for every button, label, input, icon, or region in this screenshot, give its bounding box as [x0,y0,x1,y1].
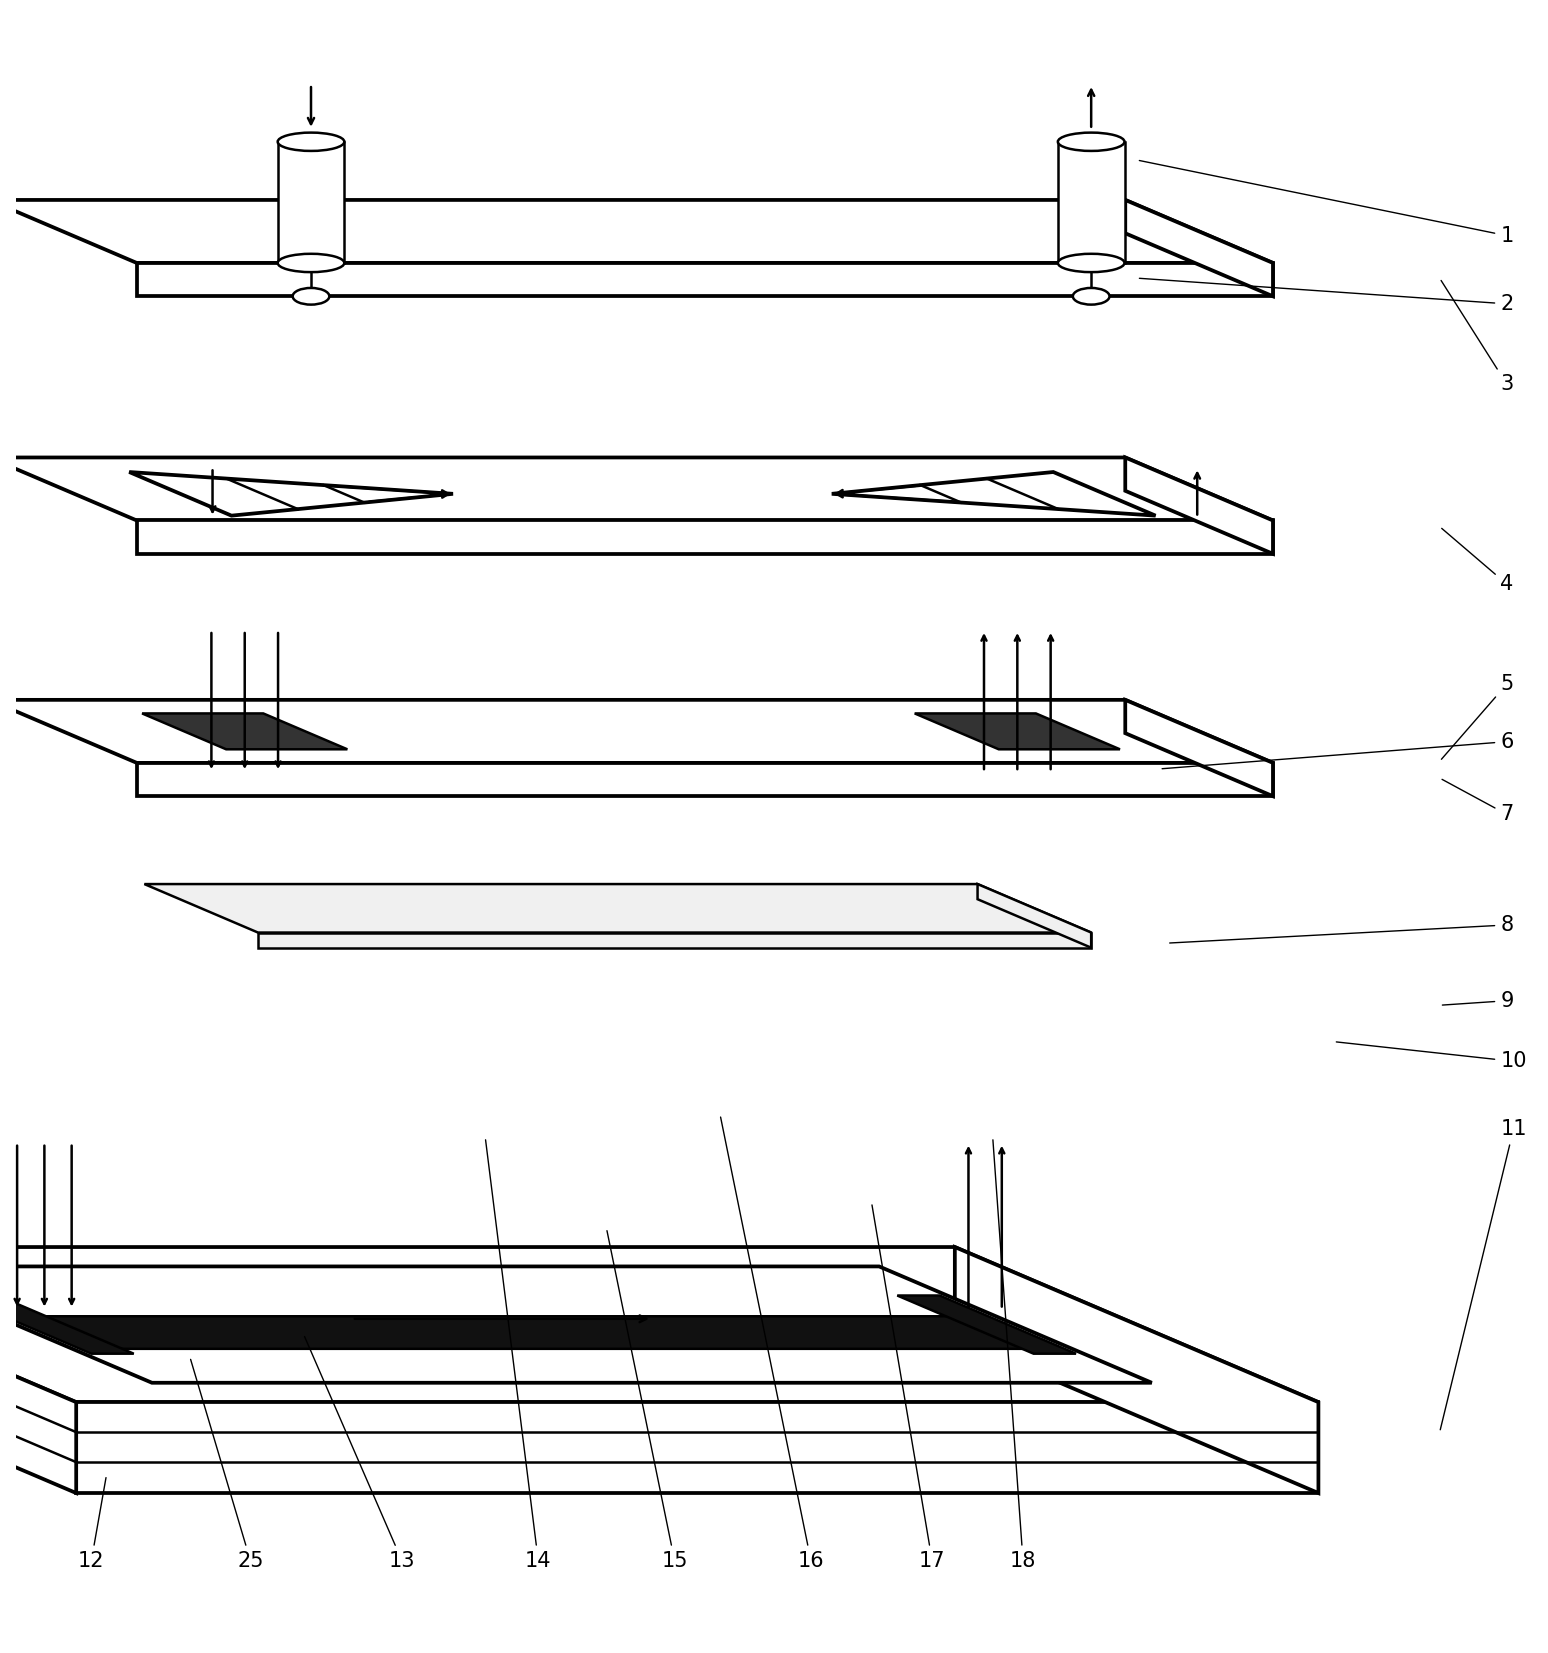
Polygon shape [144,884,1091,932]
Text: 16: 16 [720,1117,824,1570]
Polygon shape [11,1316,1057,1349]
Polygon shape [977,884,1091,947]
Bar [277,142,344,263]
Text: 15: 15 [607,1231,687,1570]
Polygon shape [0,458,1272,521]
Polygon shape [1125,458,1272,554]
Polygon shape [898,1296,1076,1354]
Text: 7: 7 [1443,779,1514,825]
Polygon shape [136,263,1272,296]
Polygon shape [0,1266,1152,1384]
Polygon shape [0,200,1272,263]
Text: 11: 11 [1440,1119,1526,1430]
Ellipse shape [293,288,330,304]
Text: 18: 18 [992,1141,1036,1570]
Polygon shape [136,764,1272,797]
Ellipse shape [277,255,344,273]
Text: 14: 14 [486,1141,551,1570]
Text: 13: 13 [305,1337,415,1570]
Polygon shape [259,932,1091,947]
Polygon shape [128,473,454,516]
Ellipse shape [277,132,344,150]
Ellipse shape [1057,255,1124,273]
Text: 6: 6 [1163,732,1514,769]
Polygon shape [76,1402,1319,1493]
Polygon shape [955,1246,1319,1493]
Text: 10: 10 [1336,1041,1526,1071]
Text: 8: 8 [1170,916,1514,942]
Polygon shape [915,714,1119,749]
Ellipse shape [1057,132,1124,150]
Polygon shape [0,1246,76,1493]
Text: 3: 3 [1441,281,1514,393]
Polygon shape [142,714,347,749]
Text: 17: 17 [872,1205,946,1570]
Polygon shape [136,521,1272,554]
Polygon shape [0,699,1272,764]
Polygon shape [0,1246,1319,1402]
Polygon shape [831,473,1155,516]
Polygon shape [1125,200,1272,296]
Polygon shape [0,1296,133,1354]
Ellipse shape [1073,288,1110,304]
Text: 2: 2 [1139,278,1514,314]
Bar [1057,142,1124,263]
Text: 25: 25 [190,1359,263,1570]
Text: 5: 5 [1441,674,1514,759]
Polygon shape [1125,699,1272,797]
Text: 12: 12 [77,1478,105,1570]
Text: 9: 9 [1443,990,1514,1010]
Text: 4: 4 [1441,529,1514,593]
Text: 1: 1 [1139,160,1514,246]
